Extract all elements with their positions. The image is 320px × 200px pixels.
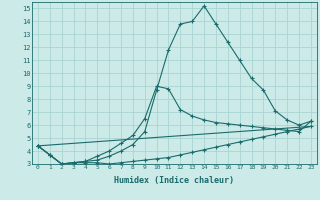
X-axis label: Humidex (Indice chaleur): Humidex (Indice chaleur) [115, 176, 234, 185]
